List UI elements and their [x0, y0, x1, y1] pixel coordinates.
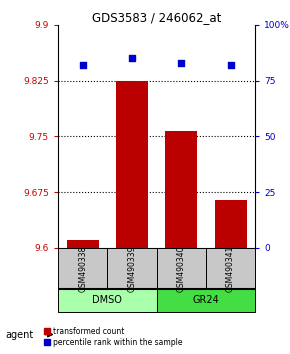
Text: GSM490340: GSM490340	[177, 245, 186, 292]
Text: GSM490341: GSM490341	[226, 245, 235, 292]
Bar	[58, 248, 107, 289]
Bar	[67, 240, 99, 248]
Point	[80, 62, 85, 68]
Title: GDS3583 / 246062_at: GDS3583 / 246062_at	[92, 11, 221, 24]
Point	[130, 55, 134, 61]
Bar	[215, 200, 246, 248]
Bar	[58, 289, 157, 312]
Point	[179, 60, 184, 65]
Point	[228, 62, 233, 68]
Bar	[157, 248, 206, 289]
Text: agent: agent	[6, 330, 34, 339]
Bar	[206, 248, 255, 289]
Bar	[107, 248, 157, 289]
Bar	[157, 289, 255, 312]
Bar	[116, 81, 148, 248]
Text: GR24: GR24	[193, 295, 219, 306]
Legend: transformed count, percentile rank within the sample: transformed count, percentile rank withi…	[41, 324, 186, 350]
Bar	[165, 131, 197, 248]
Text: GSM490338: GSM490338	[78, 245, 87, 292]
Text: GSM490339: GSM490339	[127, 245, 137, 292]
Text: DMSO: DMSO	[92, 295, 122, 306]
